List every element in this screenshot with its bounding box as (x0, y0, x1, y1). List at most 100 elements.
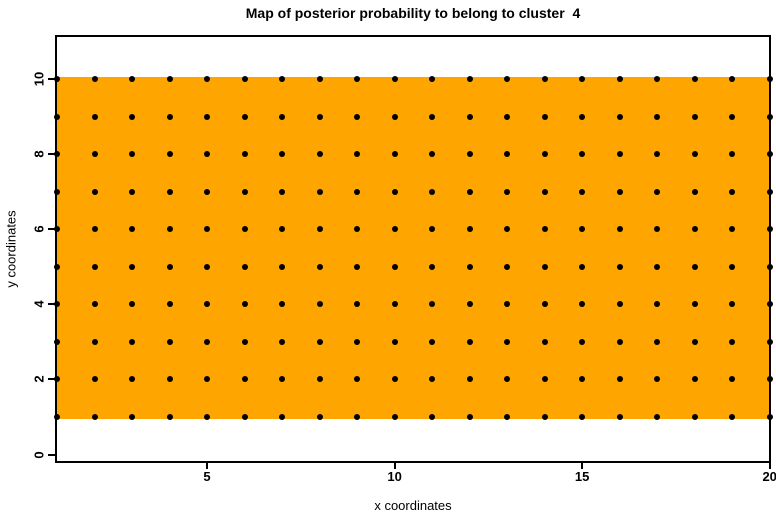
data-point (391, 188, 398, 195)
data-point (766, 76, 773, 82)
data-point (54, 263, 60, 270)
data-point (541, 113, 548, 120)
data-point (279, 151, 286, 158)
data-point (429, 113, 436, 120)
data-point (354, 301, 361, 308)
data-point (616, 76, 623, 82)
y-tick-mark (48, 153, 55, 156)
data-point (429, 151, 436, 158)
data-point (391, 338, 398, 345)
data-point (429, 76, 436, 82)
data-point (579, 151, 586, 158)
data-point (504, 263, 511, 270)
data-point (91, 151, 98, 158)
data-point (429, 188, 436, 195)
data-point (204, 113, 211, 120)
data-point (579, 226, 586, 233)
data-point (616, 188, 623, 195)
data-point (579, 263, 586, 270)
data-point (541, 263, 548, 270)
data-point (166, 301, 173, 308)
data-point (279, 76, 286, 82)
data-point (766, 151, 773, 158)
data-point (654, 188, 661, 195)
data-point (91, 263, 98, 270)
data-point (391, 113, 398, 120)
data-point (91, 188, 98, 195)
data-point (129, 263, 136, 270)
data-point (166, 188, 173, 195)
x-tick-label: 20 (762, 469, 776, 484)
data-point (466, 113, 473, 120)
data-point (616, 226, 623, 233)
data-point (391, 301, 398, 308)
data-point (241, 76, 248, 82)
data-point (691, 76, 698, 82)
data-point (354, 263, 361, 270)
data-point (729, 263, 736, 270)
y-axis-title: y coordinates (3, 210, 19, 288)
data-point (204, 188, 211, 195)
data-point (91, 76, 98, 82)
x-tick-label: 15 (574, 469, 590, 484)
data-point (504, 113, 511, 120)
data-point (204, 413, 211, 420)
data-point (429, 226, 436, 233)
data-point (54, 413, 60, 420)
data-point (316, 413, 323, 420)
data-point (691, 413, 698, 420)
plot-border-box (55, 35, 771, 463)
data-point (466, 188, 473, 195)
data-point (354, 151, 361, 158)
data-point (466, 76, 473, 82)
data-point (354, 413, 361, 420)
data-point (504, 376, 511, 383)
data-point (391, 263, 398, 270)
data-point (204, 226, 211, 233)
x-tick-mark (581, 462, 584, 469)
data-point (54, 226, 60, 233)
x-tick-mark (768, 462, 771, 469)
data-point (729, 188, 736, 195)
data-point (54, 338, 60, 345)
data-point (654, 76, 661, 82)
y-tick-mark (48, 78, 55, 80)
data-point (354, 113, 361, 120)
data-point (691, 338, 698, 345)
data-point (279, 301, 286, 308)
data-point (654, 151, 661, 158)
data-point (654, 338, 661, 345)
data-point (616, 151, 623, 158)
data-point (316, 376, 323, 383)
data-point (316, 151, 323, 158)
data-point (204, 376, 211, 383)
data-point (654, 226, 661, 233)
data-point (766, 188, 773, 195)
x-tick-label: 5 (203, 469, 211, 484)
data-point (729, 301, 736, 308)
data-point (616, 263, 623, 270)
x-axis-title: x coordinates (374, 498, 452, 513)
data-point (766, 263, 773, 270)
data-point (541, 301, 548, 308)
data-point (166, 113, 173, 120)
y-tick-mark (48, 228, 55, 231)
data-point (579, 301, 586, 308)
data-point (166, 376, 173, 383)
data-point (241, 301, 248, 308)
data-point (616, 413, 623, 420)
data-point (91, 338, 98, 345)
data-point (616, 338, 623, 345)
data-point (316, 263, 323, 270)
data-point (541, 338, 548, 345)
data-point (691, 151, 698, 158)
data-point (691, 301, 698, 308)
chart-title: Map of posterior probability to belong t… (245, 5, 581, 21)
data-point (166, 338, 173, 345)
data-point (316, 226, 323, 233)
data-point (654, 301, 661, 308)
data-point (541, 226, 548, 233)
data-point (504, 338, 511, 345)
data-point (354, 376, 361, 383)
